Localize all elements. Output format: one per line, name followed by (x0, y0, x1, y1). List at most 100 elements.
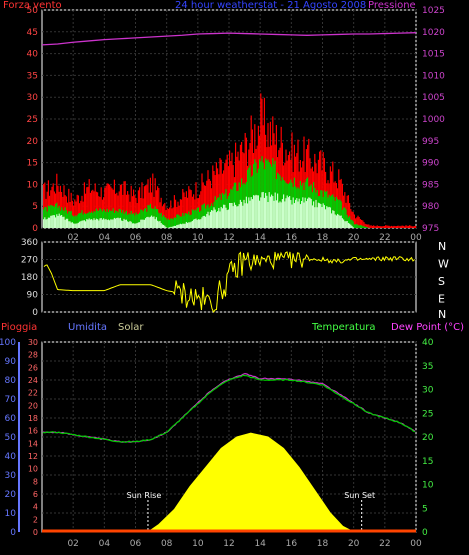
wind-bar (195, 218, 197, 228)
wind-bar (130, 185, 132, 228)
wind-bar (64, 219, 66, 228)
wind-bar (357, 225, 359, 228)
wind-bar (367, 224, 369, 228)
wind-bar (127, 221, 129, 228)
wind-bar (335, 196, 337, 228)
wind-bar (75, 201, 77, 228)
wind-bar (139, 212, 141, 228)
pressure-tick-label: 1015 (422, 50, 445, 60)
wind-bar (265, 192, 267, 228)
wind-bar (55, 203, 57, 228)
wind-tick-label: 35 (27, 71, 38, 81)
wind-bar (61, 215, 63, 228)
wind-bar (194, 209, 196, 228)
wind-bar (125, 210, 127, 228)
wind-bar (322, 203, 324, 228)
wind-bar (115, 218, 117, 228)
wind-bar (371, 225, 373, 228)
hour-tick-label: 16 (286, 233, 298, 243)
wind-bar (359, 225, 361, 228)
wind-bar (92, 189, 94, 228)
wind-bar (202, 215, 204, 228)
wind-bar (327, 207, 329, 228)
wind-bar (167, 218, 169, 228)
wind-bar (261, 192, 263, 228)
wind-bar (118, 218, 120, 228)
wind-bar (297, 201, 299, 228)
wind-bar (319, 203, 321, 228)
wind-bar (165, 227, 167, 228)
wind-bar (268, 192, 270, 228)
wind-bar (121, 184, 123, 228)
wind-bar (274, 192, 276, 228)
wind-bar (68, 211, 70, 228)
wind-bar (352, 227, 354, 228)
wind-bar (196, 219, 198, 228)
wind-bar (133, 189, 135, 228)
wind-bar (106, 220, 108, 228)
wind-bar (45, 219, 47, 228)
wind-bar (197, 219, 199, 228)
wind-bar (254, 159, 256, 228)
wind-bar (353, 224, 355, 228)
wind-bar (278, 202, 280, 228)
wind-bar (70, 192, 72, 228)
wind-bar (160, 223, 162, 228)
wind-bar (140, 219, 142, 228)
wind-bar (83, 182, 85, 228)
wind-bar (259, 159, 261, 228)
wind-bar (157, 220, 159, 228)
rain-tick-label: 12 (28, 452, 38, 461)
wind-bar (147, 179, 149, 228)
hour-tick-label: 22 (379, 233, 390, 243)
wind-bar (351, 220, 353, 228)
wind-bar (137, 222, 139, 228)
wind-bar (260, 197, 262, 228)
wind-bar (117, 195, 119, 228)
pressure-tick-label: 995 (422, 137, 439, 147)
hour-tick-label: 12 (223, 233, 234, 243)
wind-bar (112, 208, 114, 228)
wind-bar (169, 227, 171, 228)
wind-bar (193, 210, 195, 228)
wind-bar (281, 199, 283, 228)
rain-tick-label: 18 (28, 414, 38, 423)
wind-bar (397, 225, 399, 228)
wind-bar (365, 224, 367, 228)
wind-bar (351, 211, 353, 228)
wind-bar (357, 215, 359, 228)
wind-bar (267, 202, 269, 228)
wind-bar (403, 225, 405, 228)
temperature-tick-label: 40 (422, 338, 434, 348)
wind-bar (123, 181, 125, 228)
humidity-tick-label: 0 (10, 528, 16, 538)
wind-bar (46, 219, 48, 228)
hour-tick-label: 00 (410, 539, 422, 549)
wind-bar (188, 211, 190, 228)
pressure-line (41, 32, 417, 46)
wind-bar (263, 97, 265, 228)
wind-bar (152, 173, 154, 228)
wind-bar (381, 226, 383, 228)
wind-bar (350, 219, 352, 228)
wind-bar (86, 218, 88, 228)
rain-tick-label: 6 (33, 490, 38, 499)
wind-bar (196, 207, 198, 228)
wind-bar (113, 179, 115, 228)
wind-bar (375, 226, 377, 228)
wind-bar (77, 222, 79, 228)
rain-tick-label: 16 (28, 427, 38, 436)
wind-bar (272, 158, 274, 228)
hour-tick-label: 04 (99, 233, 111, 243)
wind-bar (278, 173, 280, 228)
wind-bar (244, 132, 246, 228)
rain-tick-label: 22 (28, 389, 38, 398)
wind-bar (217, 211, 219, 228)
hour-tick-label: 08 (161, 539, 173, 549)
wind-bar (227, 209, 229, 228)
hour-tick-label: 10 (192, 539, 204, 549)
wind-bar (106, 183, 108, 228)
wind-bar (167, 208, 169, 228)
wind-bar (364, 226, 366, 228)
wind-bar (177, 214, 179, 228)
